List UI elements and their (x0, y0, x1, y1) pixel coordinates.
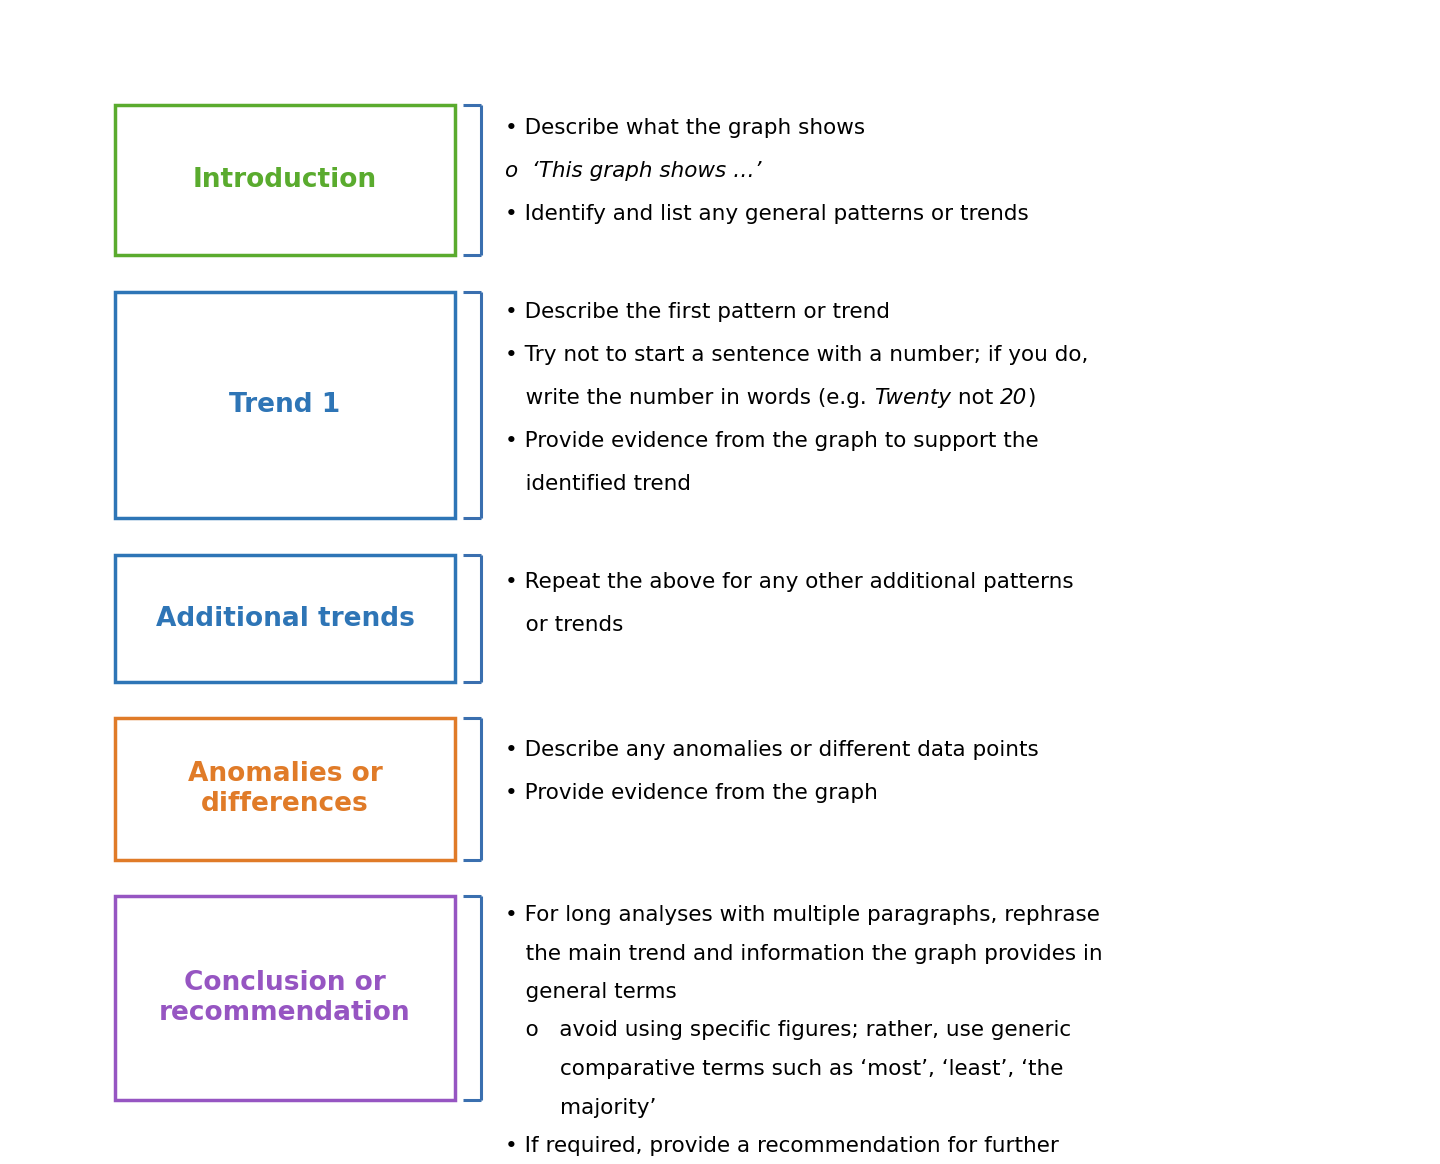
Text: • Repeat the above for any other additional patterns: • Repeat the above for any other additio… (505, 572, 1074, 592)
Text: • For long analyses with multiple paragraphs, rephrase: • For long analyses with multiple paragr… (505, 904, 1100, 925)
Text: • Try not to start a sentence with a number; if you do,: • Try not to start a sentence with a num… (505, 345, 1089, 365)
Bar (115, 896, 455, 1100)
Text: o   avoid using specific figures; rather, use generic: o avoid using specific figures; rather, … (505, 1021, 1071, 1041)
Text: • Describe what the graph shows: • Describe what the graph shows (505, 118, 865, 139)
Text: Additional trends: Additional trends (156, 605, 415, 632)
Text: • Describe the first pattern or trend: • Describe the first pattern or trend (505, 301, 890, 322)
Text: Trend 1: Trend 1 (229, 392, 341, 418)
Text: • Provide evidence from the graph: • Provide evidence from the graph (505, 783, 878, 803)
Text: or trends: or trends (505, 615, 624, 636)
Text: Conclusion or
recommendation: Conclusion or recommendation (160, 970, 410, 1025)
Text: ): ) (1027, 388, 1035, 409)
Bar (115, 718, 455, 860)
Text: majority’: majority’ (505, 1098, 657, 1117)
Text: Anomalies or
differences: Anomalies or differences (187, 761, 383, 817)
Bar (115, 292, 455, 518)
Text: write the number in words (e.g.: write the number in words (e.g. (505, 388, 874, 409)
Text: • Describe any anomalies or different data points: • Describe any anomalies or different da… (505, 740, 1038, 760)
Text: o  ‘This graph shows …’: o ‘This graph shows …’ (505, 161, 762, 180)
Bar (115, 105, 455, 255)
Text: the main trend and information the graph provides in: the main trend and information the graph… (505, 944, 1103, 964)
Text: Twenty: Twenty (874, 388, 950, 409)
Text: • Provide evidence from the graph to support the: • Provide evidence from the graph to sup… (505, 431, 1038, 450)
Bar (115, 555, 455, 682)
Text: not: not (950, 388, 999, 409)
Text: 20: 20 (999, 388, 1027, 409)
Text: • Identify and list any general patterns or trends: • Identify and list any general patterns… (505, 204, 1028, 223)
Text: general terms: general terms (505, 982, 677, 1002)
Text: identified trend: identified trend (505, 474, 691, 494)
Text: comparative terms such as ‘most’, ‘least’, ‘the: comparative terms such as ‘most’, ‘least… (505, 1059, 1063, 1079)
Text: Introduction: Introduction (193, 166, 377, 193)
Text: • If required, provide a recommendation for further: • If required, provide a recommendation … (505, 1136, 1058, 1156)
